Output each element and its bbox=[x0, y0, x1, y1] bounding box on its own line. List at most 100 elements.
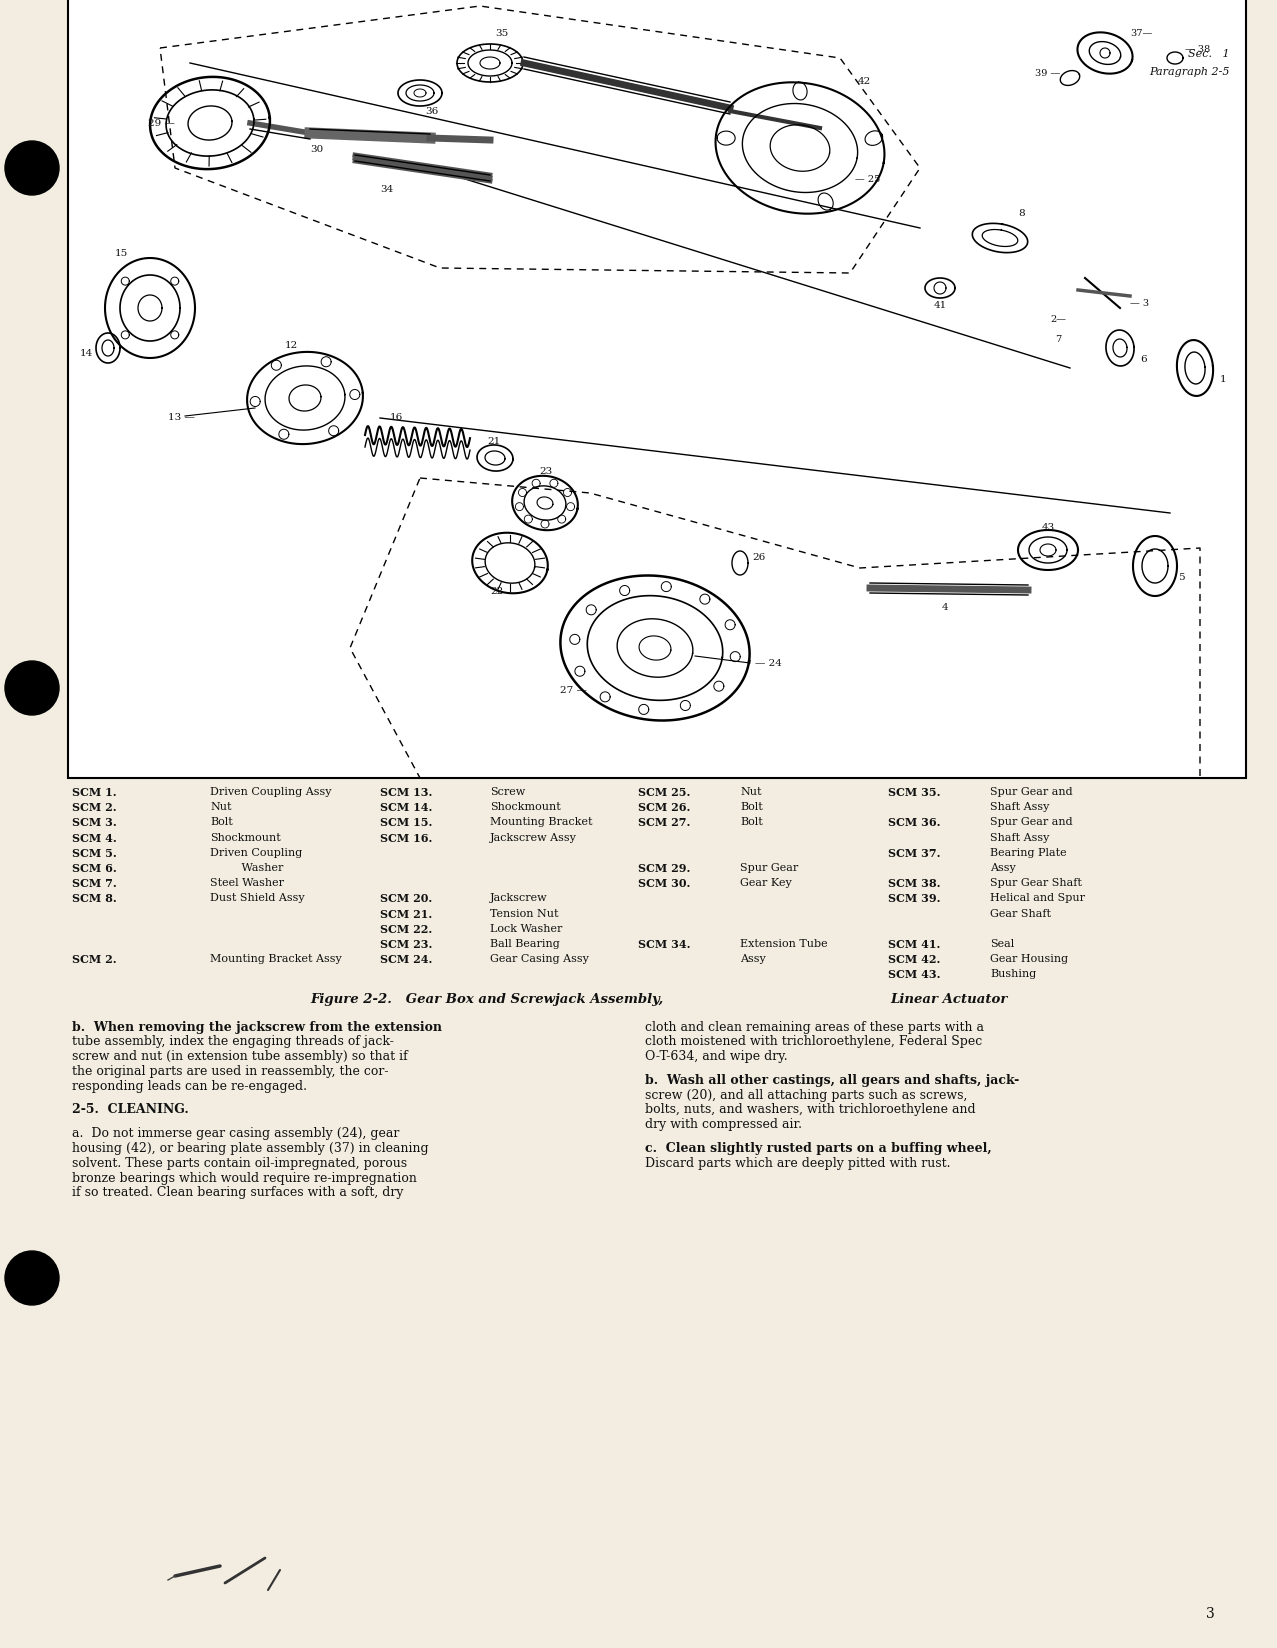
Text: 21: 21 bbox=[487, 437, 501, 445]
Text: O-T-634, and wipe dry.: O-T-634, and wipe dry. bbox=[645, 1050, 788, 1063]
Text: Steel Washer: Steel Washer bbox=[209, 878, 283, 888]
Text: SCM 21.: SCM 21. bbox=[381, 908, 432, 920]
Text: SCM 43.: SCM 43. bbox=[888, 969, 940, 981]
Text: SCM 35.: SCM 35. bbox=[888, 786, 940, 798]
Text: Mounting Bracket: Mounting Bracket bbox=[490, 817, 593, 827]
Text: 27 —: 27 — bbox=[561, 686, 587, 695]
Text: if so treated. Clean bearing surfaces with a soft, dry: if so treated. Clean bearing surfaces wi… bbox=[72, 1185, 404, 1198]
Text: Dust Shield Assy: Dust Shield Assy bbox=[209, 893, 305, 903]
Text: Spur Gear and: Spur Gear and bbox=[990, 817, 1073, 827]
Text: screw (20), and all attaching parts such as screws,: screw (20), and all attaching parts such… bbox=[645, 1088, 968, 1101]
Text: Assy: Assy bbox=[739, 954, 766, 964]
Text: Spur Gear and: Spur Gear and bbox=[990, 786, 1073, 796]
Text: SCM 7.: SCM 7. bbox=[72, 878, 116, 888]
Text: Spur Gear Shaft: Spur Gear Shaft bbox=[990, 878, 1082, 888]
Text: SCM 23.: SCM 23. bbox=[381, 938, 433, 949]
Text: Jackscrew Assy: Jackscrew Assy bbox=[490, 832, 577, 842]
Text: Driven Coupling Assy: Driven Coupling Assy bbox=[209, 786, 332, 796]
Text: Gear Shaft: Gear Shaft bbox=[990, 908, 1051, 918]
Text: 14: 14 bbox=[80, 349, 93, 358]
Text: SCM 36.: SCM 36. bbox=[888, 817, 940, 827]
Text: the original parts are used in reassembly, the cor-: the original parts are used in reassembl… bbox=[72, 1065, 388, 1078]
Text: SCM 41.: SCM 41. bbox=[888, 938, 940, 949]
Text: Spur Gear: Spur Gear bbox=[739, 862, 798, 872]
Text: Figure 2-2.   Gear Box and Screwjack Assembly,: Figure 2-2. Gear Box and Screwjack Assem… bbox=[310, 992, 663, 1005]
Text: SCM 25.: SCM 25. bbox=[638, 786, 691, 798]
Text: SCM 1.: SCM 1. bbox=[72, 786, 116, 798]
Circle shape bbox=[5, 142, 59, 196]
Text: Sec.   1: Sec. 1 bbox=[1189, 49, 1230, 59]
Text: 16: 16 bbox=[389, 412, 404, 422]
Text: Gear Casing Assy: Gear Casing Assy bbox=[490, 954, 589, 964]
Text: Jackscrew: Jackscrew bbox=[490, 893, 548, 903]
Text: 43: 43 bbox=[1041, 522, 1055, 531]
Text: SCM 8.: SCM 8. bbox=[72, 893, 116, 903]
Text: Lock Washer: Lock Washer bbox=[490, 923, 562, 933]
Text: SCM 39.: SCM 39. bbox=[888, 893, 940, 903]
Text: solvent. These parts contain oil-impregnated, porous: solvent. These parts contain oil-impregn… bbox=[72, 1155, 407, 1168]
Text: 22: 22 bbox=[490, 587, 503, 595]
Text: 1: 1 bbox=[1220, 374, 1227, 384]
Text: 2-5.  CLEANING.: 2-5. CLEANING. bbox=[72, 1103, 189, 1116]
Text: Extension Tube: Extension Tube bbox=[739, 938, 827, 949]
Text: SCM 22.: SCM 22. bbox=[381, 923, 432, 934]
Text: SCM 42.: SCM 42. bbox=[888, 954, 940, 964]
Text: Shaft Assy: Shaft Assy bbox=[990, 832, 1050, 842]
Text: responding leads can be re-engaged.: responding leads can be re-engaged. bbox=[72, 1079, 306, 1093]
Text: cloth and clean remaining areas of these parts with a: cloth and clean remaining areas of these… bbox=[645, 1020, 985, 1033]
Circle shape bbox=[5, 661, 59, 715]
Text: 12: 12 bbox=[285, 341, 299, 351]
Text: Mounting Bracket Assy: Mounting Bracket Assy bbox=[209, 954, 342, 964]
Text: Bolt: Bolt bbox=[209, 817, 232, 827]
Text: — 38: — 38 bbox=[1185, 44, 1211, 53]
Text: Bushing: Bushing bbox=[990, 969, 1036, 979]
Text: SCM 5.: SCM 5. bbox=[72, 847, 116, 859]
Text: cloth moistened with trichloroethylene, Federal Spec: cloth moistened with trichloroethylene, … bbox=[645, 1035, 982, 1048]
Text: Helical and Spur: Helical and Spur bbox=[990, 893, 1085, 903]
Text: Assy: Assy bbox=[990, 862, 1015, 872]
Text: SCM 37.: SCM 37. bbox=[888, 847, 940, 859]
Text: bronze bearings which would require re-impregnation: bronze bearings which would require re-i… bbox=[72, 1170, 416, 1183]
Text: 5: 5 bbox=[1177, 572, 1185, 582]
Text: Bearing Plate: Bearing Plate bbox=[990, 847, 1066, 857]
Text: tube assembly, index the engaging threads of jack-: tube assembly, index the engaging thread… bbox=[72, 1035, 393, 1048]
Text: SCM 6.: SCM 6. bbox=[72, 862, 116, 873]
Text: — 25: — 25 bbox=[856, 175, 880, 183]
Text: 41: 41 bbox=[933, 302, 946, 310]
Text: a.  Do not immerse gear casing assembly (24), gear: a. Do not immerse gear casing assembly (… bbox=[72, 1127, 400, 1139]
Text: 30: 30 bbox=[310, 145, 323, 153]
Text: SCM 4.: SCM 4. bbox=[72, 832, 116, 844]
Text: Shaft Assy: Shaft Assy bbox=[990, 801, 1050, 812]
Text: 36: 36 bbox=[425, 107, 438, 115]
Circle shape bbox=[5, 1251, 59, 1305]
Text: Nut: Nut bbox=[209, 801, 231, 812]
Text: SCM 13.: SCM 13. bbox=[381, 786, 433, 798]
Text: SCM 38.: SCM 38. bbox=[888, 878, 940, 888]
Text: Shockmount: Shockmount bbox=[209, 832, 281, 842]
Text: 13 —: 13 — bbox=[169, 412, 195, 422]
Text: 4: 4 bbox=[941, 602, 949, 611]
Text: 2—: 2— bbox=[1050, 315, 1066, 323]
Text: SCM 27.: SCM 27. bbox=[638, 817, 691, 827]
Text: Discard parts which are deeply pitted with rust.: Discard parts which are deeply pitted wi… bbox=[645, 1155, 950, 1168]
Text: 7: 7 bbox=[1055, 335, 1061, 343]
Text: screw and nut (in extension tube assembly) so that if: screw and nut (in extension tube assembl… bbox=[72, 1050, 407, 1063]
Text: Washer: Washer bbox=[209, 862, 283, 872]
Text: c.  Clean slightly rusted parts on a buffing wheel,: c. Clean slightly rusted parts on a buff… bbox=[645, 1142, 992, 1154]
Text: 34: 34 bbox=[381, 185, 393, 193]
Text: 26: 26 bbox=[752, 552, 765, 562]
Text: 29 —: 29 — bbox=[148, 119, 175, 129]
Text: SCM 20.: SCM 20. bbox=[381, 893, 432, 903]
Text: SCM 14.: SCM 14. bbox=[381, 801, 433, 812]
Text: 15: 15 bbox=[115, 249, 128, 259]
Text: 3: 3 bbox=[1205, 1607, 1214, 1620]
Text: b.  When removing the jackscrew from the extension: b. When removing the jackscrew from the … bbox=[72, 1020, 442, 1033]
Text: — 3: — 3 bbox=[1130, 300, 1149, 308]
Text: b.  Wash all other castings, all gears and shafts, jack-: b. Wash all other castings, all gears an… bbox=[645, 1073, 1019, 1086]
Text: Gear Key: Gear Key bbox=[739, 878, 792, 888]
Text: 35: 35 bbox=[495, 30, 508, 38]
Text: Shockmount: Shockmount bbox=[490, 801, 561, 812]
Text: housing (42), or bearing plate assembly (37) in cleaning: housing (42), or bearing plate assembly … bbox=[72, 1142, 429, 1154]
Text: Paragraph 2-5: Paragraph 2-5 bbox=[1149, 68, 1230, 77]
Text: Bolt: Bolt bbox=[739, 817, 762, 827]
